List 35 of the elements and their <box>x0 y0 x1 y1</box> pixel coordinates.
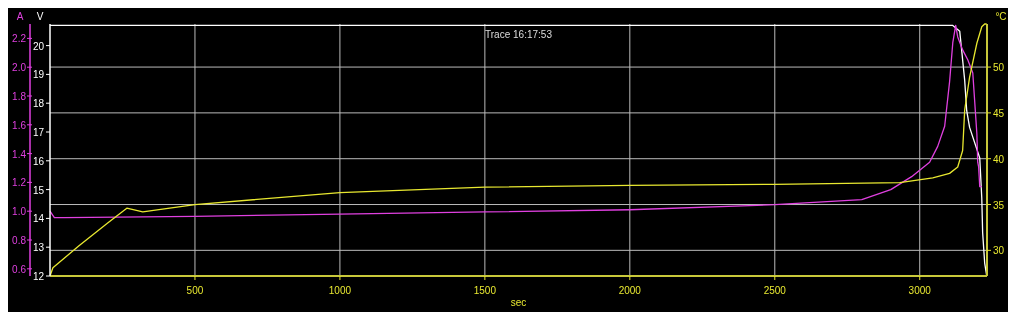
x-tick-label: 3000 <box>908 285 932 296</box>
y-axis-title: V <box>36 11 44 22</box>
y3-tick-label: 2.0 <box>12 62 27 74</box>
y2-axis-title: °C <box>995 11 1007 22</box>
y3-tick-label: 2.2 <box>12 33 27 45</box>
y-tick-label: 17 <box>32 127 45 138</box>
y-tick-label: 19 <box>32 69 45 81</box>
x-tick-label: 1500 <box>473 285 497 296</box>
y3-tick-label: 1.6 <box>12 119 27 131</box>
y3-tick-label: 0.8 <box>12 235 27 246</box>
y2-tick-label: 35 <box>993 199 1005 211</box>
y2-tick-label: 50 <box>993 62 1005 74</box>
x-axis-title: sec <box>510 297 527 308</box>
y2-tick-label: 40 <box>993 153 1005 165</box>
text: Trace 16:17:53 <box>485 29 553 40</box>
y2-tick-label: 30 <box>993 245 1005 257</box>
y-tick-label: 14 <box>32 213 45 225</box>
y-tick-label: 15 <box>32 184 45 196</box>
x-tick-label: 2000 <box>618 285 642 296</box>
y3-tick-label: 1.2 <box>12 177 27 189</box>
y3-tick-label: 1.8 <box>12 91 27 102</box>
y-tick-label: 16 <box>32 155 45 167</box>
y-tick-label: 20 <box>32 40 45 52</box>
x-tick-label: 500 <box>186 285 204 296</box>
line-series <box>49 24 983 219</box>
y-tick-label: 13 <box>32 242 45 254</box>
x-tick-label: 1000 <box>328 285 352 296</box>
y-tick-label: 18 <box>32 98 45 110</box>
y3-tick-label: 1.4 <box>12 148 27 160</box>
y2-tick-label: 45 <box>993 107 1005 119</box>
y3-axis-title: A <box>16 11 24 22</box>
y3-tick-label: 1.0 <box>12 206 27 218</box>
y3-tick-label: 0.6 <box>12 263 27 275</box>
x-tick-label: 2500 <box>763 285 787 296</box>
y-tick-label: 12 <box>32 271 45 282</box>
